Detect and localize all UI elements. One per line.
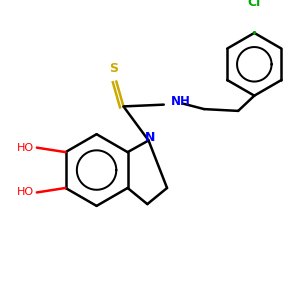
Text: NH: NH [171,95,191,108]
Text: N: N [145,131,155,144]
Text: Cl: Cl [248,0,261,9]
Text: HO: HO [17,188,34,197]
Text: HO: HO [17,142,34,153]
Text: S: S [109,62,118,75]
